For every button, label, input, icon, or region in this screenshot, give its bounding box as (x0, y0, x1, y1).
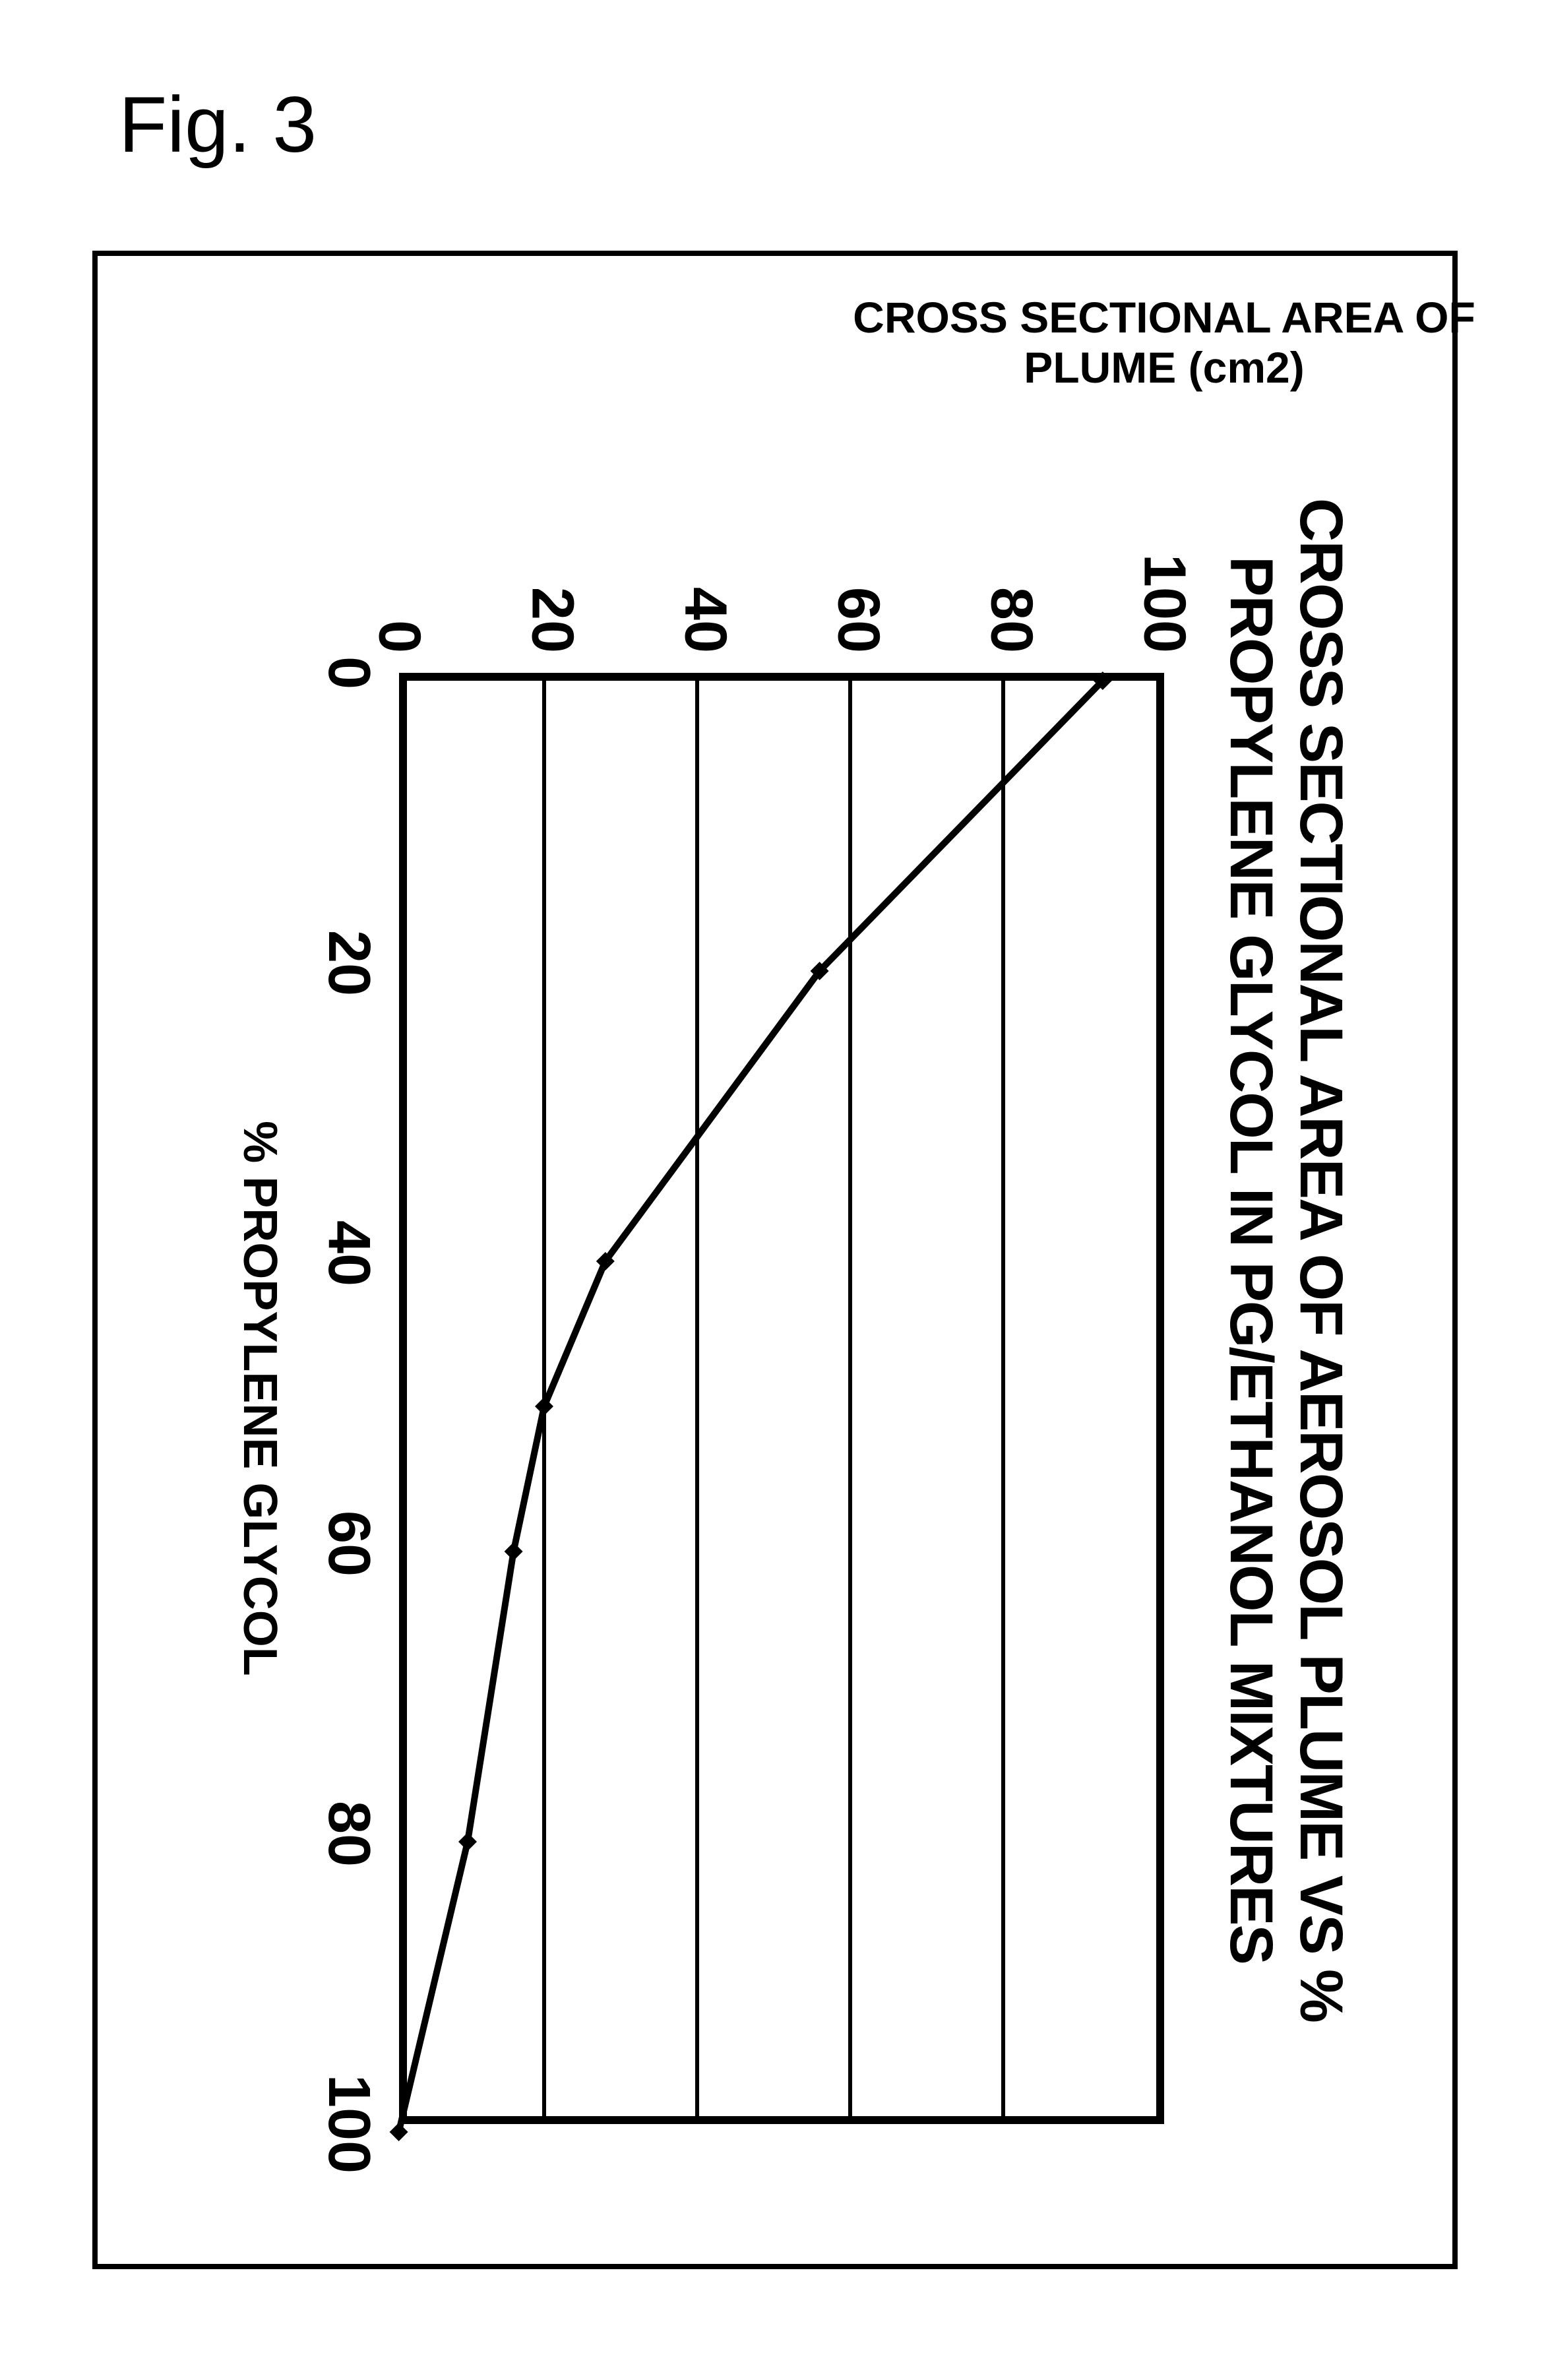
data-marker (458, 1832, 477, 1851)
data-line (407, 681, 1156, 2116)
x-tick-label: 40 (315, 1187, 383, 1319)
y-tick-label: 20 (518, 495, 586, 653)
x-tick-label: 80 (315, 1768, 383, 1900)
chart-rotated-content: CROSS SECTIONAL AREA OF AEROSOL PLUME VS… (148, 303, 1402, 2216)
y-tick-label: 80 (977, 495, 1045, 653)
x-axis-label: % PROPYLENE GLYCOL (233, 673, 287, 2124)
chart-title-line1: CROSS SECTIONAL AREA OF AEROSOL PLUME VS… (1287, 498, 1355, 2022)
x-tick-label: 20 (315, 897, 383, 1029)
plot-area (399, 673, 1164, 2124)
x-tick-label: 60 (315, 1478, 383, 1610)
data-marker (390, 2123, 408, 2141)
chart-title-line2: PROPYLENE GLYCOL IN PG/ETHANOL MIXTURES (1218, 556, 1285, 1964)
y-tick-label: 40 (671, 495, 739, 653)
y-tick-label: 100 (1130, 495, 1198, 653)
y-tick-label: 60 (824, 495, 892, 653)
chart-outer-frame: CROSS SECTIONAL AREA OF AEROSOL PLUME VS… (92, 251, 1458, 2269)
figure-label: Fig. 3 (119, 79, 317, 170)
data-marker (535, 1397, 553, 1416)
x-tick-label: 100 (315, 2058, 383, 2190)
y-axis-label: CROSS SECTIONAL AREA OF PLUME (cm2) (782, 293, 1547, 393)
data-marker (505, 1542, 523, 1561)
series-line (399, 681, 1103, 2132)
chart-title: CROSS SECTIONAL AREA OF AEROSOL PLUME VS… (1216, 303, 1355, 2216)
x-tick-label: 0 (315, 607, 383, 739)
